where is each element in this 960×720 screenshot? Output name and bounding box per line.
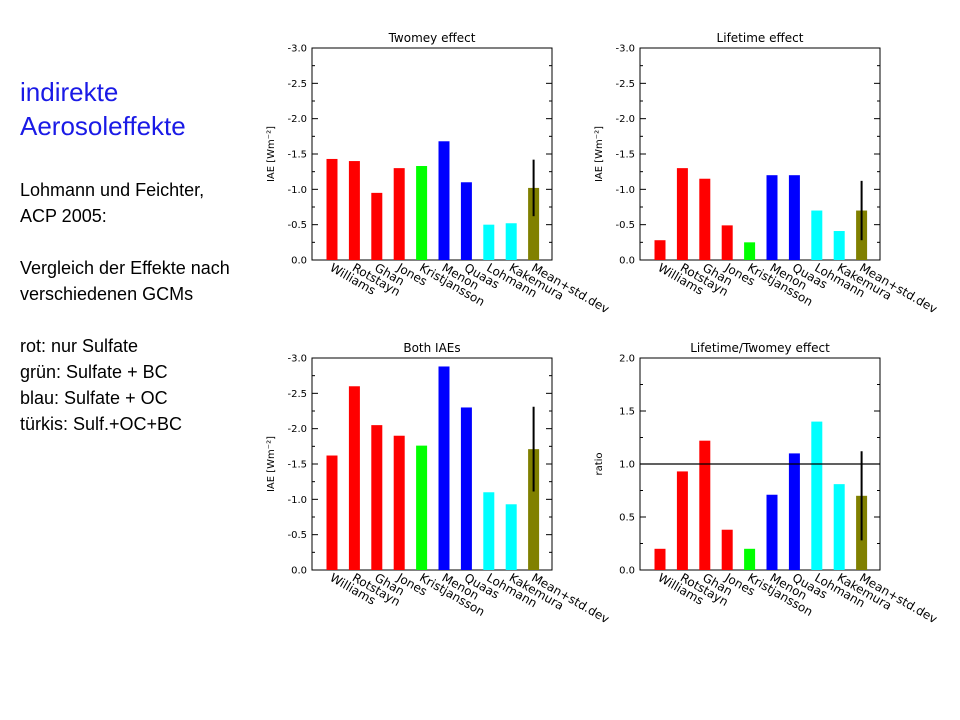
bar <box>699 178 711 260</box>
chart-title: Lifetime effect <box>717 31 804 45</box>
reference-line: Lohmann und Feichter, <box>20 180 205 200</box>
bar <box>833 231 845 260</box>
y-axis-label: IAE [Wm⁻²] <box>266 126 277 182</box>
chart-title: Lifetime/Twomey effect <box>690 341 830 355</box>
bar <box>833 484 845 570</box>
bar <box>416 445 428 570</box>
y-tick-label: 0.0 <box>619 256 635 267</box>
heading-line: indirekte <box>20 77 119 107</box>
bar <box>348 161 360 260</box>
bar <box>721 225 733 260</box>
y-tick-label: -1.0 <box>287 495 307 506</box>
y-tick-label: -2.5 <box>287 79 307 90</box>
bar <box>676 471 688 570</box>
y-tick-label: 1.5 <box>619 407 635 418</box>
bar <box>811 210 823 260</box>
y-tick-label: -1.5 <box>287 460 307 471</box>
chart-title: Both IAEs <box>403 341 460 355</box>
legend-line-sulfate-oc: blau: Sulfate + OC <box>20 388 168 408</box>
bar <box>460 407 472 570</box>
bar <box>483 224 495 260</box>
bar <box>460 182 472 260</box>
bar <box>371 192 383 260</box>
reference-text: Lohmann und Feichter, ACP 2005: <box>20 177 310 229</box>
bar <box>654 548 666 570</box>
y-axis-label: IAE [Wm⁻²] <box>266 436 277 492</box>
reference-line: ACP 2005: <box>20 206 107 226</box>
side-panel: indirekte Aerosoleffekte Lohmann und Fei… <box>20 75 310 463</box>
y-tick-label: -0.5 <box>615 220 635 231</box>
y-axis-label: ratio <box>594 452 605 475</box>
bar <box>528 449 540 570</box>
y-tick-label: -2.0 <box>287 114 307 125</box>
y-tick-label: -0.5 <box>287 220 307 231</box>
bar <box>788 175 800 260</box>
y-tick-label: -2.0 <box>615 114 635 125</box>
plot-frame <box>639 47 881 261</box>
bar <box>744 242 756 260</box>
y-tick-label: 0.0 <box>291 256 307 267</box>
page-heading: indirekte Aerosoleffekte <box>20 75 310 143</box>
bar <box>393 168 405 260</box>
description-line: verschiedenen GCMs <box>20 284 194 304</box>
legend-line-sulfate: rot: nur Sulfate <box>20 336 139 356</box>
heading-line: Aerosoleffekte <box>20 111 186 141</box>
y-tick-label: 2.0 <box>619 354 635 365</box>
bar <box>416 166 428 260</box>
bar <box>528 187 540 260</box>
bar <box>505 504 517 570</box>
bar <box>721 529 733 570</box>
description-text: Vergleich der Effekte nach verschiedenen… <box>20 255 310 307</box>
bar <box>744 548 756 570</box>
bar <box>766 175 778 260</box>
y-tick-label: -2.5 <box>287 389 307 400</box>
bar <box>393 435 405 570</box>
bar <box>654 240 666 260</box>
y-tick-label: 1.0 <box>619 460 635 471</box>
y-tick-label: -2.5 <box>615 79 635 90</box>
bar <box>348 386 360 570</box>
bar <box>699 440 711 570</box>
chart-panel: Lifetime effect 0.0 -0.5 -1.0 -1.5 -2.0 -2.5 -3… <box>594 31 940 316</box>
y-tick-label: -3.0 <box>615 44 635 55</box>
y-tick-label: -1.0 <box>287 185 307 196</box>
y-tick-label: -1.5 <box>615 150 635 161</box>
legend-line-sulfate-bc: grün: Sulfate + BC <box>20 362 168 382</box>
bar <box>483 492 495 570</box>
bar <box>788 453 800 570</box>
bar <box>326 158 338 260</box>
bar <box>438 366 450 570</box>
chart-panel: Both IAEs 0.0 -0.5 -1.0 -1.5 -2.0 -2.5 -3.0 IAE … <box>266 341 612 626</box>
y-tick-label: -3.0 <box>287 44 307 55</box>
color-legend: rot: nur Sulfate grün: Sulfate + BC blau… <box>20 333 310 437</box>
bar <box>676 168 688 260</box>
y-tick-label: -2.0 <box>287 424 307 435</box>
bar <box>766 494 778 570</box>
chart-title: Twomey effect <box>388 31 476 45</box>
y-tick-label: -1.0 <box>615 185 635 196</box>
y-tick-label: 0.0 <box>619 566 635 577</box>
bar <box>505 223 517 260</box>
y-tick-label: -1.5 <box>287 150 307 161</box>
y-tick-label: 0.5 <box>619 513 635 524</box>
description-line: Vergleich der Effekte nach <box>20 258 230 278</box>
legend-line-sulf-oc-bc: türkis: Sulf.+OC+BC <box>20 414 183 434</box>
bar <box>326 455 338 570</box>
bar <box>438 141 450 260</box>
y-tick-label: -3.0 <box>287 354 307 365</box>
bar <box>811 421 823 570</box>
bar <box>371 425 383 570</box>
chart-panel: Lifetime/Twomey effect 0.0 0.5 1.0 1.5 2.0 rat… <box>594 341 940 626</box>
y-tick-label: -0.5 <box>287 530 307 541</box>
y-tick-label: 0.0 <box>291 566 307 577</box>
chart-panel: Twomey effect 0.0 -0.5 -1.0 -1.5 -2.0 -2.5 -3.0… <box>266 31 612 316</box>
y-axis-label: IAE [Wm⁻²] <box>594 126 605 182</box>
